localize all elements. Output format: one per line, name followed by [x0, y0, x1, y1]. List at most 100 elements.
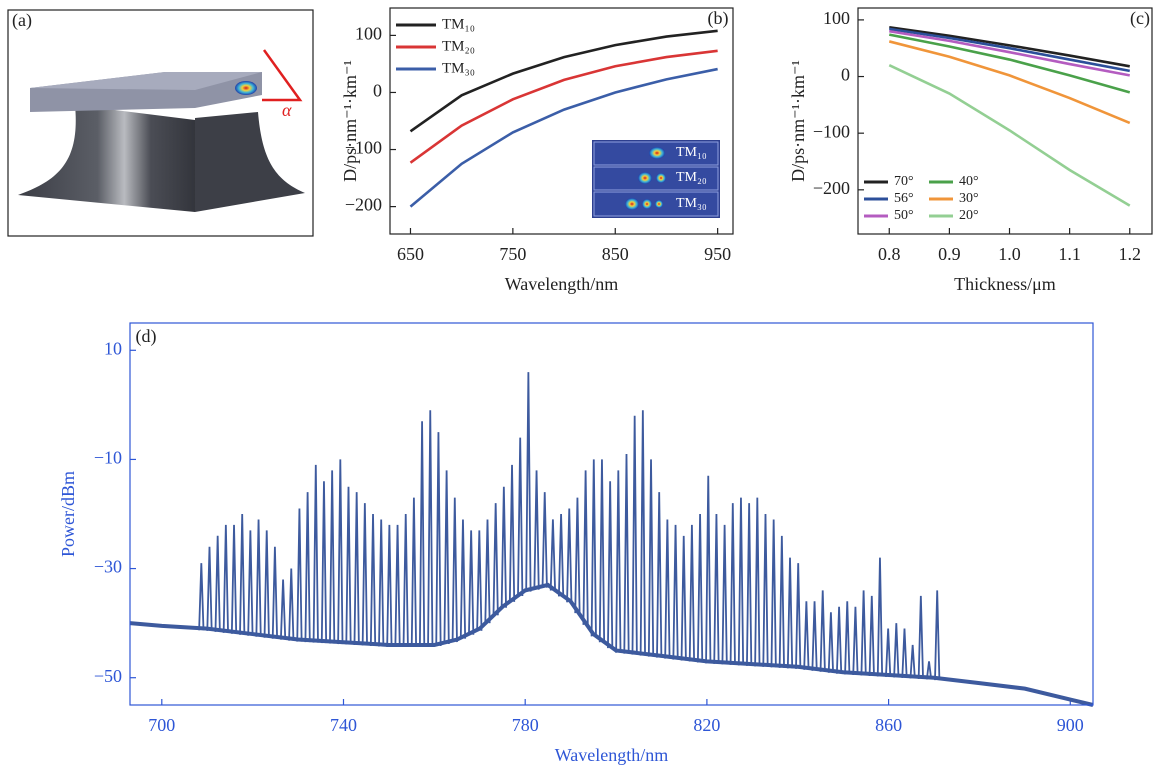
legend-label: 50° — [894, 208, 914, 223]
x-tick-label: 740 — [330, 715, 357, 735]
legend-label: TM₁₀ — [442, 16, 475, 32]
legend-label: 70° — [894, 174, 914, 189]
legend-label: 40° — [959, 174, 979, 189]
y-axis-label: Power/dBm — [58, 471, 78, 557]
spectral-line — [427, 410, 434, 647]
spectral-line — [607, 481, 614, 649]
y-tick-label: 10 — [104, 338, 122, 358]
spectral-line — [909, 644, 916, 679]
spectral-line — [206, 546, 213, 631]
angle-label: α — [282, 100, 292, 120]
y-tick-label: −10 — [94, 448, 122, 468]
spectral-line — [860, 590, 867, 676]
x-tick-label: 750 — [499, 244, 526, 264]
spectral-line — [754, 497, 761, 667]
series-line — [888, 64, 1131, 207]
spectral-line — [925, 661, 933, 680]
x-axis-label: Wavelength/nm — [555, 745, 669, 765]
spectral-line — [893, 623, 900, 678]
panel-label: (b) — [708, 8, 729, 29]
mode-spot — [625, 198, 639, 210]
spectral-line — [337, 459, 344, 645]
spectral-line — [410, 497, 418, 647]
chart-1: 0.8 0.9 1.0 1.1 1.2 −200 −100 0 100 Thickness/μm D… — [788, 7, 1153, 294]
spectral-line — [844, 601, 851, 675]
x-tick-label: 900 — [1057, 715, 1084, 735]
legend-label: 20° — [959, 208, 979, 223]
spectral-line — [296, 508, 303, 642]
spectral-line — [345, 486, 352, 645]
spectral-line — [582, 470, 589, 625]
plot-frame — [857, 7, 1153, 235]
x-tick-label: 0.8 — [878, 244, 901, 264]
spectral-line — [443, 470, 450, 645]
spectral-line — [566, 508, 573, 603]
spectral-line — [451, 497, 458, 643]
spectral-line — [320, 481, 328, 644]
pedestal-right — [195, 112, 305, 212]
spectral-line — [901, 628, 908, 678]
spectral-line — [934, 590, 941, 681]
legend-label: 30° — [959, 191, 979, 206]
spectral-line — [361, 503, 368, 646]
y-tick-label: −30 — [94, 557, 122, 577]
spectral-line — [247, 530, 254, 636]
series-line — [889, 33, 1131, 94]
spectral-line — [418, 421, 426, 647]
y-tick-label: 100 — [355, 24, 382, 44]
x-axis-label: Wavelength/nm — [505, 274, 619, 294]
y-tick-label: −50 — [94, 666, 122, 686]
spectral-line — [484, 519, 491, 624]
y-axis-label: D/ps·nm⁻¹·km⁻¹ — [788, 60, 808, 182]
spectral-line — [312, 464, 319, 643]
spectral-line — [778, 535, 785, 668]
spectral-line — [468, 530, 475, 635]
x-axis-label: Thickness/μm — [954, 274, 1056, 294]
series-line — [409, 29, 718, 133]
panel-label: (a) — [12, 10, 32, 31]
spectral-line — [705, 475, 712, 664]
spectral-line — [590, 459, 597, 637]
x-tick-label: 1.0 — [998, 244, 1021, 264]
spectral-line — [795, 563, 802, 669]
spectral-line — [476, 530, 483, 631]
spectral-line — [222, 524, 229, 633]
series-line — [888, 40, 1131, 125]
spectral-line — [786, 557, 794, 669]
spectral-line — [214, 535, 221, 632]
spectral-line — [394, 524, 401, 647]
spectral-line — [647, 459, 655, 657]
x-tick-label: 850 — [602, 244, 629, 264]
spectral-line — [639, 410, 646, 656]
x-tick-label: 1.1 — [1058, 244, 1081, 264]
spectral-line — [459, 519, 467, 639]
y-tick-label: −200 — [813, 178, 850, 198]
angle-marker — [262, 49, 303, 102]
spectral-line — [615, 470, 622, 653]
panel-label: (c) — [1130, 8, 1150, 29]
spectral-line — [721, 524, 728, 665]
spectral-line — [378, 519, 385, 647]
x-tick-label: 700 — [148, 715, 175, 735]
spectral-line — [517, 437, 524, 597]
spectral-line — [664, 519, 671, 659]
y-tick-label: 0 — [841, 65, 850, 85]
spectral-line — [656, 492, 663, 658]
spectral-line — [811, 601, 818, 671]
spectral-line — [827, 612, 834, 673]
spectral-line — [198, 563, 205, 631]
spectral-line — [239, 513, 246, 635]
x-tick-label: 860 — [875, 715, 902, 735]
series-line — [889, 27, 1130, 73]
inset-label: TM₂₀ — [676, 170, 707, 185]
mode-spot — [649, 147, 665, 159]
spectral-line — [386, 524, 393, 647]
spectral-line — [255, 519, 262, 637]
spectral-line — [533, 470, 540, 590]
spectral-line — [623, 453, 630, 654]
spectral-line — [329, 470, 336, 644]
spectral-line — [279, 579, 287, 640]
spectral-line — [598, 459, 606, 643]
spectral-line — [835, 606, 843, 674]
spectral-line — [737, 497, 745, 666]
